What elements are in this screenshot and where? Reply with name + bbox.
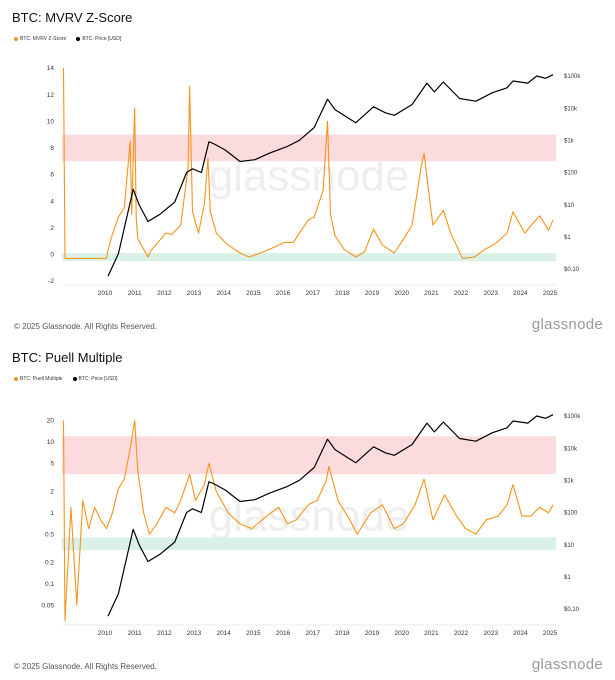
x-tick-label: 2014 (216, 290, 231, 297)
y-tick-label: 8 (50, 145, 54, 152)
x-tick-label: 2016 (276, 290, 291, 297)
x-tick-label: 2017 (305, 630, 320, 637)
overvalued-band (62, 436, 556, 475)
x-tick-label: 2013 (187, 630, 202, 637)
puell-multiple-panel: BTC: Puell Multiple BTC: Puell Multiple … (0, 340, 615, 680)
y2-tick-label: $100 (564, 171, 578, 177)
x-tick-label: 2014 (216, 630, 231, 637)
legend-label-price: BTC: Price [USD] (82, 36, 122, 42)
x-tick-label: 2021 (424, 290, 439, 297)
x-tick-label: 2011 (128, 290, 142, 297)
x-tick-label: 2016 (276, 630, 291, 637)
y-tick-label: 12 (47, 92, 55, 99)
legend-swatch-price (76, 37, 81, 41)
copyright-footer: © 2025 Glassnode. All Rights Reserved. (14, 662, 157, 671)
copyright-footer: © 2025 Glassnode. All Rights Reserved. (14, 322, 157, 331)
metric-series-line (62, 419, 554, 622)
glassnode-logo: glassnode (531, 656, 603, 673)
x-tick-label: 2022 (454, 290, 469, 297)
x-tick-label: 2011 (128, 630, 142, 637)
glassnode-logo: glassnode (531, 316, 603, 333)
y-tick-label: -2 (48, 278, 54, 285)
y-tick-label: 5 (50, 460, 54, 467)
y-tick-label: 2 (50, 489, 54, 496)
y-tick-label: 14 (47, 65, 55, 72)
y2-tick-label: $100k (564, 74, 581, 80)
y2-tick-label: $0.10 (564, 267, 580, 273)
y2-tick-label: $1 (564, 235, 571, 241)
legend-label-metric: BTC: MVRV Z-Score (20, 36, 67, 42)
x-tick-label: 2013 (187, 290, 202, 297)
x-tick-label: 2012 (157, 630, 172, 637)
y2-tick-label: $1 (564, 575, 571, 581)
x-tick-label: 2019 (365, 290, 380, 297)
undervalued-band (62, 253, 556, 262)
x-tick-label: 2023 (483, 290, 498, 297)
legend-item-metric[interactable]: BTC: Puell Multiple (14, 376, 63, 382)
y2-tick-label: $10k (564, 446, 578, 452)
legend-item-price[interactable]: BTC: Price [USD] (76, 36, 121, 42)
x-tick-label: 2024 (513, 290, 528, 297)
chart-plot-puell[interactable]: glassnode20105210.50.20.10.05$100k$10k$1… (0, 340, 615, 680)
y2-tick-label: $1k (564, 139, 575, 145)
y2-tick-label: $10k (564, 106, 578, 112)
x-tick-label: 2020 (394, 290, 409, 297)
x-tick-label: 2018 (335, 290, 350, 297)
x-tick-label: 2015 (246, 630, 261, 637)
metric-series-line (62, 67, 554, 259)
price-series-line (107, 414, 554, 617)
y2-tick-label: $0.10 (564, 607, 580, 613)
x-tick-label: 2021 (424, 630, 439, 637)
y-tick-label: 6 (50, 172, 54, 179)
mvrv-zscore-panel: BTC: MVRV Z-Score BTC: MVRV Z-Score BTC:… (0, 0, 615, 340)
x-tick-label: 2019 (365, 630, 380, 637)
y-tick-label: 0.5 (45, 531, 54, 538)
y2-tick-label: $10 (564, 203, 575, 209)
y-tick-label: 0.1 (45, 581, 54, 588)
x-tick-label: 2020 (394, 630, 409, 637)
x-tick-label: 2025 (543, 290, 558, 297)
legend-item-metric[interactable]: BTC: MVRV Z-Score (14, 36, 66, 42)
x-tick-label: 2018 (335, 630, 350, 637)
chart-plot-mvrv[interactable]: glassnode 14 12 10 8 6 4 2 0 -2 $100k $10k $1k $100 $1… (0, 0, 615, 340)
x-tick-label: 2015 (246, 290, 261, 297)
x-tick-label: 2024 (513, 630, 528, 637)
legend-label-metric: BTC: Puell Multiple (20, 376, 63, 382)
chart-title: BTC: Puell Multiple (12, 350, 123, 365)
y2-tick-label: $10 (564, 543, 575, 549)
x-tick-label: 2010 (98, 290, 113, 297)
y2-tick-label: $100 (564, 511, 578, 517)
legend-swatch-metric (14, 37, 18, 41)
legend[interactable]: BTC: Puell Multiple BTC: Price [USD] (14, 376, 117, 382)
y-tick-label: 0.05 (41, 602, 54, 609)
x-tick-label: 2022 (454, 630, 469, 637)
y-tick-label: 1 (50, 510, 54, 517)
y-tick-label: 2 (50, 225, 54, 232)
y-tick-label: 10 (47, 439, 55, 446)
legend-swatch-metric (14, 377, 18, 381)
legend[interactable]: BTC: MVRV Z-Score BTC: Price [USD] (14, 36, 121, 42)
legend-swatch-price (72, 377, 77, 381)
overvalued-band (62, 134, 556, 162)
y-tick-label: 4 (50, 198, 54, 205)
legend-label-price: BTC: Price [USD] (78, 376, 118, 382)
undervalued-band (62, 537, 556, 550)
y-tick-label: 10 (47, 118, 55, 125)
x-tick-label: 2012 (157, 290, 172, 297)
y-tick-label: 20 (47, 418, 55, 425)
chart-title: BTC: MVRV Z-Score (12, 10, 133, 25)
watermark-text: glassnode (209, 492, 410, 541)
x-tick-label: 2010 (98, 630, 113, 637)
legend-item-price[interactable]: BTC: Price [USD] (72, 376, 118, 382)
x-tick-label: 2017 (305, 290, 320, 297)
y2-tick-label: $100k (564, 414, 581, 420)
y-tick-label: 0 (50, 252, 54, 259)
y2-tick-label: $1k (564, 479, 575, 485)
y-tick-label: 0.2 (45, 560, 54, 567)
price-series-line (107, 74, 554, 277)
x-tick-label: 2023 (483, 630, 498, 637)
x-tick-label: 2025 (543, 630, 558, 637)
